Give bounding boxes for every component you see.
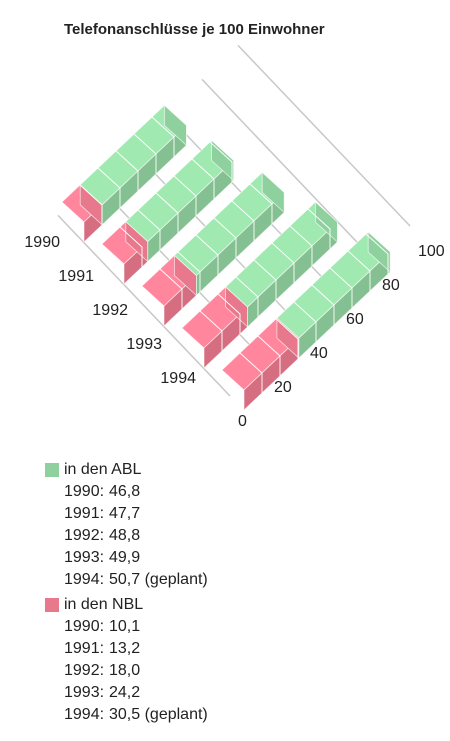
bar-segment — [181, 285, 249, 369]
cube-edge — [159, 268, 183, 309]
cube-edge — [347, 250, 371, 291]
bar-segment — [225, 201, 338, 328]
value-label: 49,9 — [109, 549, 140, 566]
y-tick-label: 60 — [346, 311, 364, 328]
cube-edge — [311, 284, 335, 325]
y-tick-label: 100 — [418, 243, 445, 260]
bar-segment — [173, 171, 285, 297]
legend-key: 1994: — [64, 706, 104, 723]
cube-edge — [231, 200, 255, 241]
cube-edge — [239, 352, 263, 393]
grid-line — [201, 78, 375, 261]
cube-edge — [151, 116, 175, 157]
grid-line — [57, 214, 231, 397]
legend: in den ABL 1990: 46,8 1991: 47,7 1992: 48,8 199… — [45, 461, 208, 723]
category-label: 1994 — [160, 370, 196, 387]
bars — [61, 104, 391, 411]
value-label: 18,0 — [109, 662, 140, 679]
cube-edge — [365, 233, 389, 274]
cube-edge — [195, 234, 219, 275]
cube-edge — [257, 335, 281, 376]
value-label: 47,7 — [109, 505, 140, 522]
y-tick-label: 20 — [274, 379, 292, 396]
cube-edge — [235, 276, 259, 317]
value-label: 30,5 (geplant) — [109, 706, 208, 723]
grid-line — [237, 44, 411, 227]
cube-edge — [307, 208, 331, 249]
legend-swatch — [45, 598, 59, 612]
bar-end — [367, 231, 391, 273]
value-label: 10,1 — [109, 618, 140, 635]
cube-edge — [119, 226, 143, 267]
value-label: 48,8 — [109, 527, 140, 544]
value-label: 50,7 (geplant) — [109, 571, 208, 588]
cube-edge — [155, 192, 179, 233]
cube-edge — [253, 259, 277, 300]
cube-edge — [209, 141, 233, 182]
legend-key: 1993: — [64, 684, 104, 701]
cube-edge — [115, 150, 139, 191]
bar-segment — [125, 139, 235, 263]
category-label: 1993 — [126, 336, 162, 353]
category-label: 1990 — [24, 234, 60, 251]
labels: 0 20 40 60 80 100 1990 1991 1992 1993 1994 — [24, 234, 444, 430]
cube-edge — [177, 251, 201, 292]
cube-edge — [173, 175, 197, 216]
legend-key: 1994: — [64, 571, 104, 588]
y-tick-label: 0 — [238, 413, 247, 430]
legend-key: 1992: — [64, 662, 104, 679]
cube-edge — [133, 133, 157, 174]
value-label: 46,8 — [109, 483, 140, 500]
y-tick-label: 40 — [310, 345, 328, 362]
cube-edge — [289, 225, 313, 266]
bar-segment — [79, 104, 187, 226]
bar-end — [163, 104, 187, 147]
chart-title: Telefonanschlüsse je 100 Einwohner — [64, 21, 325, 38]
legend-key: 1991: — [64, 505, 104, 522]
legend-key: 1992: — [64, 527, 104, 544]
category-label: 1991 — [58, 268, 94, 285]
legend-key: 1990: — [64, 483, 104, 500]
value-label: 13,2 — [109, 640, 140, 657]
category-label: 1992 — [92, 302, 128, 319]
bar-end — [261, 171, 285, 214]
bar-segment — [141, 254, 197, 327]
legend-key: 1991: — [64, 640, 104, 657]
cube-edge — [249, 183, 273, 224]
cube-edge — [217, 293, 241, 334]
cube-edge — [329, 267, 353, 308]
cube-edge — [191, 158, 215, 199]
cube-edge — [137, 209, 161, 250]
bar-end — [211, 139, 235, 182]
cube-edge — [199, 310, 223, 351]
y-tick-label: 80 — [382, 277, 400, 294]
legend-key: 1993: — [64, 549, 104, 566]
value-label: 24,2 — [109, 684, 140, 701]
bar-segment — [276, 231, 391, 360]
cube-edge — [97, 167, 121, 208]
legend-label: in den ABL — [64, 461, 142, 478]
cube-edge — [213, 217, 237, 258]
legend-label: in den NBL — [64, 596, 143, 613]
cube-edge — [271, 242, 295, 283]
cube-edge — [293, 301, 317, 342]
legend-key: 1990: — [64, 618, 104, 635]
legend-swatch — [45, 463, 59, 477]
cube-edge — [275, 318, 299, 359]
